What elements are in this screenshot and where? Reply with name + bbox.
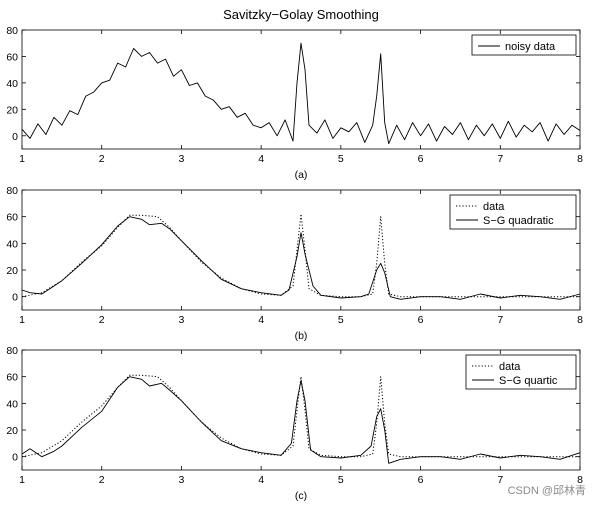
panel-b-x-tick-label: 5 bbox=[338, 314, 344, 326]
panel-a-x-tick-label: 8 bbox=[577, 153, 583, 165]
panel-a-legend-box bbox=[471, 34, 577, 56]
panel-b-x-tick-label: 3 bbox=[179, 314, 185, 326]
panel-b-label: (b) bbox=[295, 330, 308, 342]
panel-b-y-tick-label: 20 bbox=[6, 265, 18, 277]
panel-c-series-dotted-line bbox=[21, 374, 580, 458]
panel-c-y-tick-label: 40 bbox=[6, 398, 18, 410]
panel-b-x-tick-label: 2 bbox=[99, 314, 105, 326]
panel-a-x-tick-label: 2 bbox=[99, 153, 105, 165]
panel-c-y-tick-label: 0 bbox=[12, 452, 18, 464]
panel-b-x-tick-label: 4 bbox=[258, 314, 264, 326]
panel-c-x-tick-label: 6 bbox=[418, 474, 424, 486]
panel-a-y-tick-label: 20 bbox=[6, 104, 18, 116]
panel-a-y-tick-label: 80 bbox=[6, 25, 18, 37]
panel-a-axes-box bbox=[21, 29, 581, 150]
panel-a-x-tick-label: 5 bbox=[338, 153, 344, 165]
panel-a-legend-label: noisy data bbox=[505, 41, 556, 53]
panel-c-x-tick-label: 4 bbox=[258, 474, 264, 486]
panel-a-y-tick-label: 60 bbox=[6, 51, 18, 63]
panel-c-y-tick-label: 80 bbox=[6, 345, 18, 357]
panel-c-y-tick-label: 20 bbox=[6, 425, 18, 437]
panel-b-series-solid-line bbox=[21, 216, 581, 300]
figure-title: Savitzky−Golay Smoothing bbox=[223, 7, 379, 22]
panel-b-legend-label: data bbox=[483, 201, 505, 213]
panel-a-x-tick-label: 3 bbox=[179, 153, 185, 165]
panel-b-legend-box bbox=[449, 194, 577, 230]
panel-b-axes-box bbox=[21, 189, 581, 311]
panel-c-x-tick-label: 3 bbox=[179, 474, 185, 486]
watermark: CSDN @邱林青 bbox=[508, 483, 586, 497]
panel-b-y-tick-label: 40 bbox=[6, 238, 18, 250]
panel-b-x-tick-label: 7 bbox=[497, 314, 503, 326]
panel-c-y-tick-label: 60 bbox=[6, 372, 18, 384]
panel-c-x-tick-label: 1 bbox=[19, 474, 25, 486]
panel-b-x-tick-label: 8 bbox=[577, 314, 583, 326]
panel-b-legend: data S−G quadratic bbox=[449, 194, 577, 230]
panel-a-x-tick-label: 7 bbox=[497, 153, 503, 165]
panel-a-x-tick-label: 4 bbox=[258, 153, 264, 165]
panel-c-x-tick-label: 2 bbox=[99, 474, 105, 486]
panel-c-label: (c) bbox=[295, 490, 307, 502]
panel-c-x-tick-label: 7 bbox=[497, 474, 503, 486]
panel-c-axes-box bbox=[21, 349, 581, 471]
panel-c-x-tick-label: 5 bbox=[338, 474, 344, 486]
panel-a-x-tick-label: 6 bbox=[418, 153, 424, 165]
panel-c-legend-label: S−G quartic bbox=[499, 375, 558, 387]
panel-a-y-tick-label: 40 bbox=[6, 78, 18, 90]
panel-c-legend-box bbox=[465, 354, 577, 390]
panel-b-x-tick-label: 6 bbox=[418, 314, 424, 326]
panel-a-x-tick-label: 1 bbox=[19, 153, 25, 165]
panel-a-label: (a) bbox=[295, 169, 308, 181]
panel-c-legend-label: data bbox=[499, 361, 521, 373]
panel-a-series-solid-line bbox=[21, 42, 581, 145]
panel-b-legend-label: S−G quadratic bbox=[483, 215, 554, 227]
panel-a-y-tick-label: 0 bbox=[12, 131, 18, 143]
panel-b-y-tick-label: 80 bbox=[6, 185, 18, 197]
panel-c-legend: data S−G quartic bbox=[465, 354, 577, 390]
panel-b-y-tick-label: 0 bbox=[12, 292, 18, 304]
panel-b-x-tick-label: 1 bbox=[19, 314, 25, 326]
panel-a-legend: noisy data bbox=[471, 34, 577, 56]
panel-c-series-solid-line bbox=[21, 376, 581, 464]
panel-b-y-tick-label: 60 bbox=[6, 212, 18, 224]
panel-c-x-tick-label: 8 bbox=[577, 474, 583, 486]
